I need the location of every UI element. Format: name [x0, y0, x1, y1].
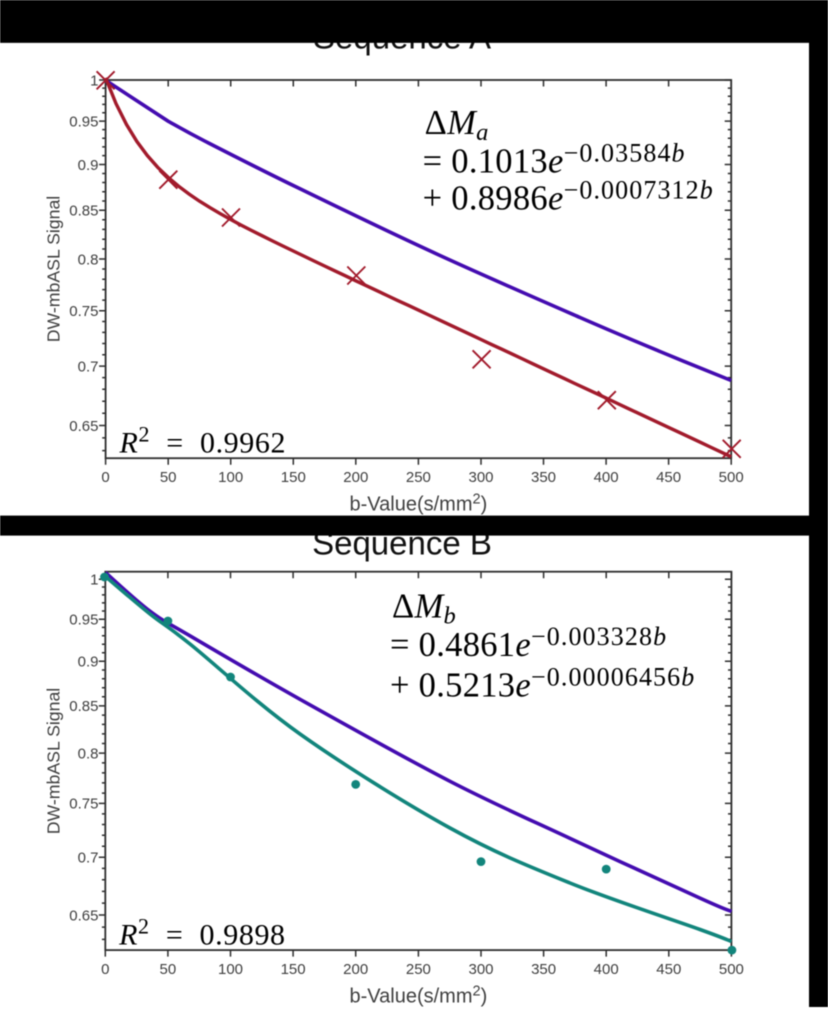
svg-text:0.7: 0.7	[78, 850, 99, 867]
svg-text:0.7: 0.7	[78, 358, 99, 375]
svg-text:100: 100	[218, 961, 243, 978]
svg-text:0.8: 0.8	[78, 745, 99, 762]
svg-text:= 0.4861e−0.003328b: = 0.4861e−0.003328b	[390, 622, 667, 664]
svg-text:450: 450	[656, 961, 681, 978]
svg-text:400: 400	[594, 469, 619, 486]
svg-text:350: 350	[531, 961, 556, 978]
svg-text:250: 250	[406, 961, 431, 978]
svg-text:150: 150	[281, 961, 306, 978]
svg-text:0.65: 0.65	[69, 907, 98, 924]
svg-text:200: 200	[343, 961, 368, 978]
svg-text:R2 = 0.9962: R2 = 0.9962	[119, 422, 287, 460]
svg-text:0.85: 0.85	[69, 698, 98, 715]
svg-text:150: 150	[281, 469, 306, 486]
svg-text:100: 100	[218, 469, 243, 486]
svg-text:0.85: 0.85	[69, 203, 98, 220]
svg-text:DW-mbASL Signal: DW-mbASL Signal	[44, 196, 64, 342]
svg-text:0.65: 0.65	[69, 418, 98, 435]
svg-text:250: 250	[406, 469, 431, 486]
svg-text:0.95: 0.95	[69, 113, 98, 130]
svg-text:50: 50	[160, 469, 177, 486]
svg-text:0: 0	[101, 961, 109, 978]
svg-text:0.95: 0.95	[69, 612, 98, 629]
svg-text:350: 350	[531, 469, 556, 486]
svg-text:0.9: 0.9	[78, 157, 99, 174]
svg-text:300: 300	[468, 469, 493, 486]
svg-text:450: 450	[656, 469, 681, 486]
svg-text:0.8: 0.8	[78, 251, 99, 268]
svg-text:500: 500	[719, 469, 744, 486]
svg-text:= 0.1013e−0.03584b: = 0.1013e−0.03584b	[423, 139, 686, 181]
svg-text:200: 200	[343, 469, 368, 486]
svg-text:1: 1	[90, 72, 98, 89]
svg-text:R2 = 0.9898: R2 = 0.9898	[118, 914, 286, 952]
svg-text:0.9: 0.9	[78, 654, 99, 671]
svg-text:300: 300	[468, 961, 493, 978]
svg-text:DW-mbASL Signal: DW-mbASL Signal	[44, 688, 64, 834]
svg-text:1: 1	[90, 572, 98, 589]
svg-text:50: 50	[160, 961, 177, 978]
svg-text:400: 400	[594, 961, 619, 978]
svg-text:0.75: 0.75	[69, 796, 98, 813]
svg-text:0: 0	[101, 469, 109, 486]
svg-text:b-Value(s/mm2): b-Value(s/mm2)	[350, 984, 488, 1008]
svg-text:0.75: 0.75	[69, 303, 98, 320]
svg-text:b-Value(s/mm2): b-Value(s/mm2)	[350, 492, 488, 516]
svg-text:500: 500	[719, 961, 744, 978]
